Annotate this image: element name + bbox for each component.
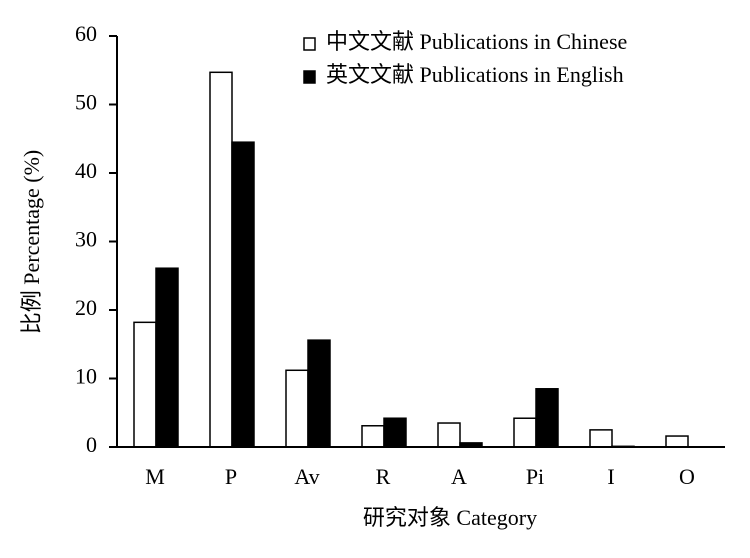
y-tick-label: 20 — [75, 295, 97, 320]
legend-swatch — [303, 70, 316, 84]
y-tick-label: 40 — [75, 158, 97, 183]
legend-swatch — [303, 37, 316, 51]
bar — [383, 417, 407, 448]
bar — [589, 429, 613, 448]
bar — [133, 321, 157, 448]
y-tick-label: 10 — [75, 364, 97, 389]
y-tick-label: 30 — [75, 227, 97, 252]
bar — [361, 425, 385, 448]
bar — [437, 422, 461, 448]
bar — [513, 417, 537, 448]
x-tick-label: M — [145, 464, 165, 489]
bar — [535, 388, 559, 448]
x-tick-label: A — [451, 464, 467, 489]
bar — [307, 339, 331, 448]
legend-label: 中文文献 Publications in Chinese — [326, 29, 627, 54]
x-axis-label: 研究对象 Category — [363, 505, 537, 530]
bar — [209, 71, 233, 448]
bar — [155, 267, 179, 448]
x-tick-label: O — [679, 464, 695, 489]
bar — [231, 141, 255, 448]
bar — [285, 369, 309, 448]
y-tick-label: 60 — [75, 21, 97, 46]
y-tick-label: 0 — [86, 432, 97, 457]
legend-label: 英文文献 Publications in English — [326, 62, 624, 87]
x-tick-label: R — [376, 464, 391, 489]
bar — [665, 435, 689, 448]
x-tick-label: P — [225, 464, 237, 489]
y-tick-label: 50 — [75, 90, 97, 115]
x-tick-label: Pi — [526, 464, 544, 489]
x-tick-label: I — [607, 464, 614, 489]
y-axis-label: 比例 Percentage (%) — [19, 150, 44, 334]
x-tick-label: Av — [294, 464, 319, 489]
